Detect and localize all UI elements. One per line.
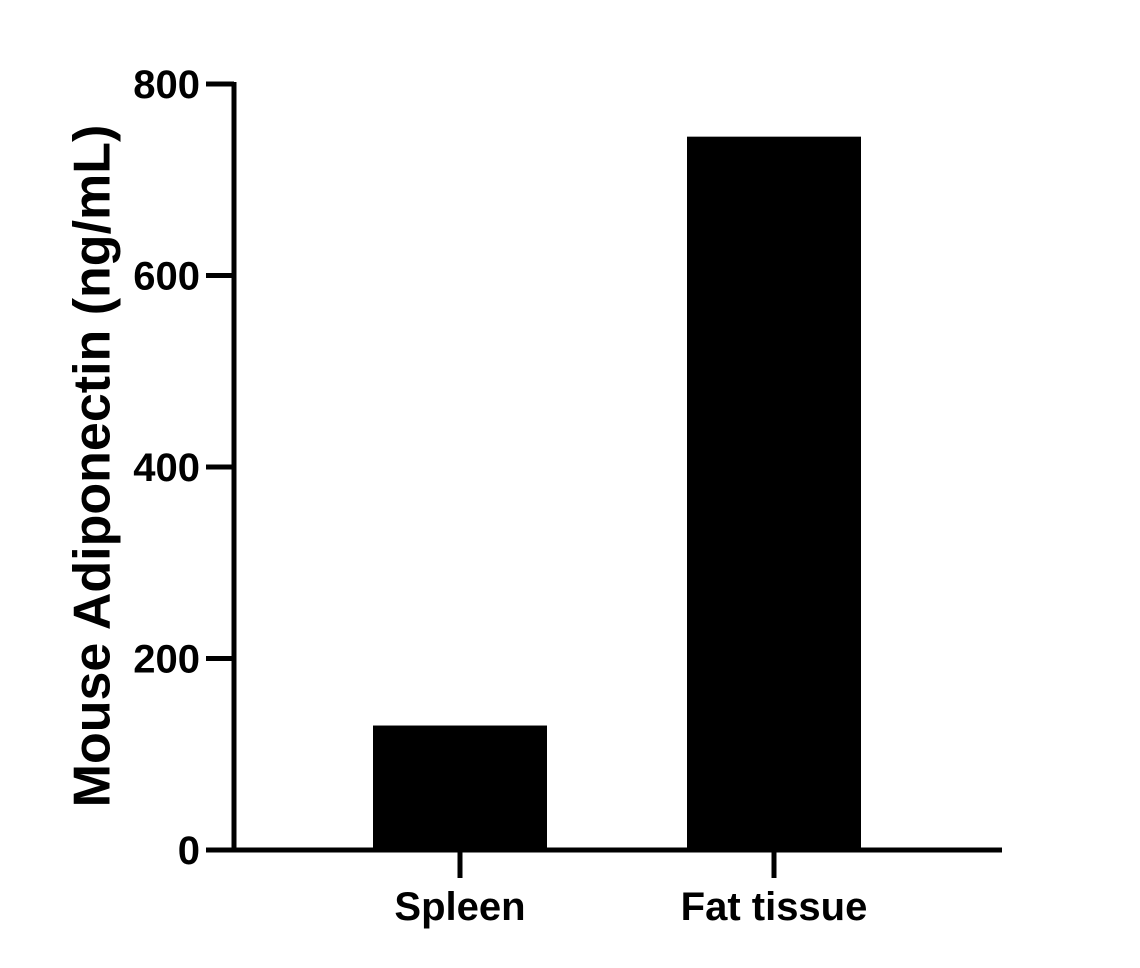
y-tick-label: 0 xyxy=(178,829,200,873)
bar-spleen xyxy=(373,725,547,850)
x-axis: Spleen Fat tissue xyxy=(232,847,1002,929)
y-axis-title: Mouse Adiponectin (ng/mL) xyxy=(64,125,122,808)
y-tick-label: 600 xyxy=(133,255,200,299)
bar-fat-tissue xyxy=(687,136,861,851)
bars-group xyxy=(373,136,861,851)
y-tick-label: 200 xyxy=(133,638,200,682)
x-tick-label: Spleen xyxy=(394,885,525,929)
y-tick-label: 800 xyxy=(133,63,200,107)
y-tick-label: 400 xyxy=(133,446,200,490)
y-axis: 0 200 400 600 800 xyxy=(133,63,237,873)
x-tick-label: Fat tissue xyxy=(681,885,868,929)
